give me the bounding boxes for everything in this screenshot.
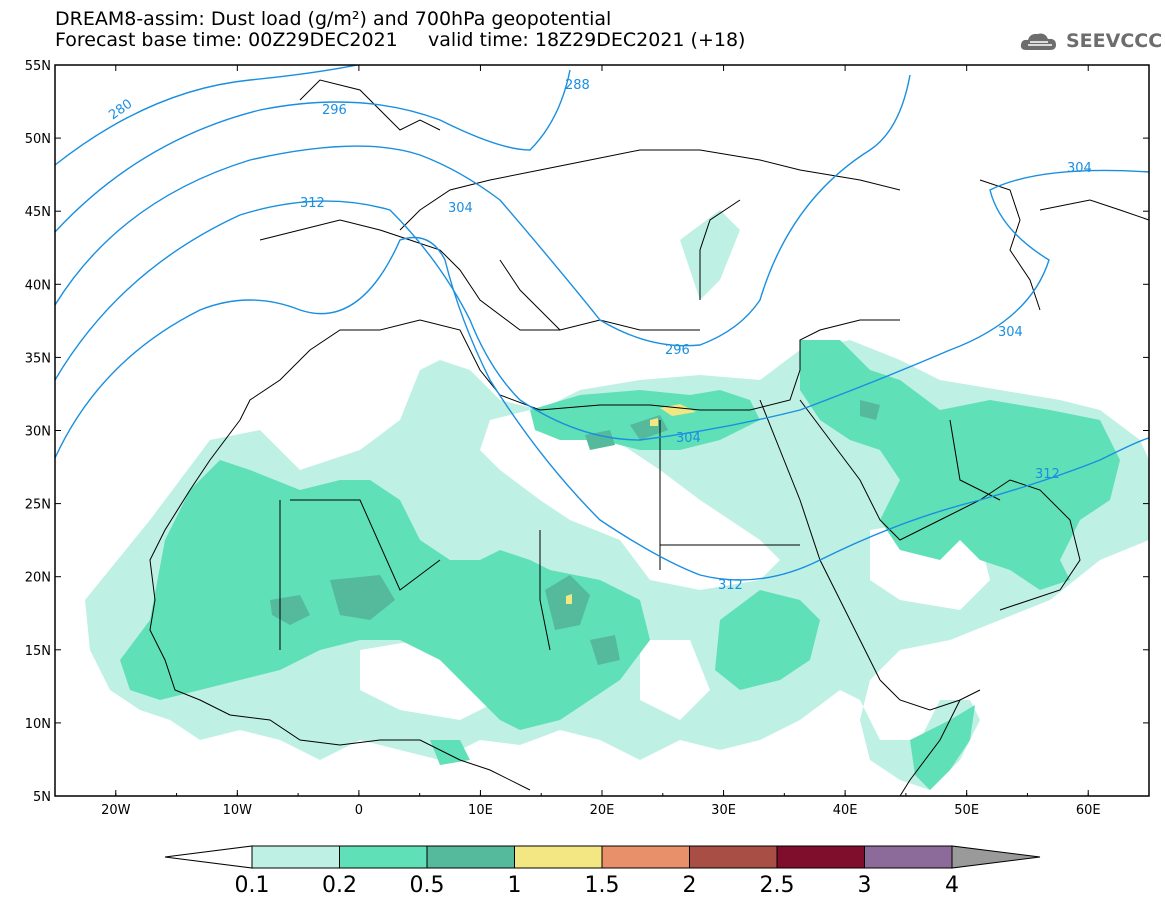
title-line-2: Forecast base time: 00Z29DEC2021 valid t…: [55, 29, 746, 51]
contour-label: 288: [565, 78, 590, 93]
lat-tick-label: 55N: [25, 59, 51, 74]
latitude-axis: 5N 10N 15N 20N 25N 30N 35N 40N 45N 50N 55N: [25, 59, 1149, 805]
contour-label: 312: [718, 578, 743, 593]
contour-label: 304: [998, 325, 1023, 340]
contour-label: 304: [448, 201, 473, 216]
colorbar-segment: [339, 845, 428, 869]
longitude-axis: 20W 10W 0 10E 20E 30E 40E 50E 60E: [54, 65, 1150, 818]
colorbar-label: 0.1: [235, 873, 270, 898]
lat-tick-label: 40N: [25, 278, 51, 293]
colorbar-label: 0.5: [410, 873, 445, 898]
contour-label: 296: [322, 103, 347, 118]
lat-tick-label: 15N: [25, 644, 51, 659]
contour-label: 304: [1067, 161, 1092, 176]
contour-label: 304: [676, 431, 701, 446]
colorbar-label: 1: [508, 873, 522, 898]
lon-tick-label: 20E: [590, 803, 615, 818]
lon-tick-label: 10W: [223, 803, 253, 818]
coastlines: [149, 79, 1149, 796]
colorbar-segment: [514, 845, 603, 869]
colorbar-segment: [251, 845, 340, 869]
colorbar-under-triangle: [164, 845, 253, 869]
lon-tick-label: 10E: [468, 803, 493, 818]
colorbar-label: 4: [945, 873, 959, 898]
lat-tick-label: 45N: [25, 205, 51, 220]
colorbar-label: 0.2: [322, 873, 357, 898]
colorbar-segment: [426, 845, 515, 869]
title-line-1: DREAM8-assim: Dust load (g/m²) and 700hP…: [55, 8, 612, 30]
lat-tick-label: 30N: [25, 425, 51, 440]
contour-label: 296: [665, 343, 690, 358]
colorbar-over-triangle: [951, 845, 1041, 869]
colorbar-segment: [601, 845, 690, 869]
dust-field: [85, 210, 1149, 790]
contour-label: 312: [1035, 467, 1060, 482]
lon-tick-label: 0: [355, 803, 363, 818]
lat-tick-label: 25N: [25, 498, 51, 513]
contour-labels: 280 288 296 304 312 304 296 304 304 312 …: [106, 78, 1091, 593]
colorbar-segment: [689, 845, 778, 869]
contour-label: 280: [106, 97, 135, 124]
colorbar-label: 2: [683, 873, 697, 898]
geopotential-contours: [55, 65, 1149, 581]
lon-tick-label: 30E: [711, 803, 736, 818]
lat-tick-label: 20N: [25, 571, 51, 586]
colorbar-label: 1.5: [585, 873, 620, 898]
lat-tick-label: 5N: [33, 790, 51, 805]
lat-tick-label: 35N: [25, 351, 51, 366]
lon-tick-label: 50E: [954, 803, 979, 818]
lat-tick-label: 10N: [25, 717, 51, 732]
colorbar: 0.1 0.2 0.5 1 1.5 2 2.5 3 4: [164, 845, 1041, 898]
lon-tick-label: 40E: [833, 803, 858, 818]
logo-text: SEEVCCC: [1066, 30, 1163, 52]
lon-tick-label: 60E: [1076, 803, 1101, 818]
cloud-logo-icon: [1020, 33, 1056, 50]
lon-tick-label: 20W: [101, 803, 131, 818]
colorbar-label: 2.5: [760, 873, 795, 898]
contour-label: 312: [300, 196, 325, 211]
colorbar-label: 3: [858, 873, 872, 898]
colorbar-segment: [776, 845, 865, 869]
colorbar-segment: [864, 845, 953, 869]
lat-tick-label: 50N: [25, 132, 51, 147]
